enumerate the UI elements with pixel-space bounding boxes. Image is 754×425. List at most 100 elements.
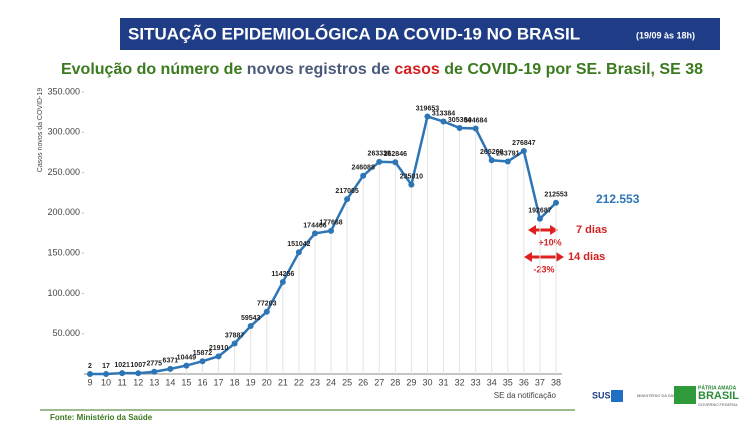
ministry: MINISTÉRIO DA SAÚDE (637, 393, 682, 398)
point (215, 353, 222, 360)
point (183, 362, 190, 369)
value-label: 276847 (512, 140, 535, 147)
sus-cross (611, 390, 623, 402)
value-label: 212553 (544, 192, 567, 199)
y-tick-label: 300.000 (47, 127, 80, 137)
x-tick-label: 13 (149, 377, 159, 387)
point (456, 124, 463, 131)
point (247, 323, 254, 330)
point (135, 370, 142, 377)
point (536, 215, 543, 222)
point (520, 147, 527, 154)
x-tick-label: 30 (422, 377, 432, 387)
sus-logo: SUS (592, 390, 611, 400)
title-part: de COVID-19 por SE. Brasil, SE 38 (444, 61, 703, 78)
country: BRASIL (698, 390, 739, 402)
x-tick-label: 19 (246, 377, 256, 387)
y-tick-label: 150.000 (47, 248, 80, 258)
value-label: 59543 (241, 315, 261, 322)
y-tick-label: 350.000 (47, 86, 80, 96)
point (279, 278, 286, 285)
x-tick-label: 15 (181, 377, 191, 387)
value-label: 174466 (303, 222, 326, 229)
value-label: 262846 (384, 151, 407, 158)
point (344, 196, 351, 203)
annotation: -23% (533, 264, 554, 274)
point (311, 230, 318, 237)
annotation: +10% (538, 237, 561, 247)
title-part: Evolução do número de (61, 61, 242, 78)
value-label: 21910 (209, 345, 229, 352)
point (504, 158, 511, 165)
point (472, 125, 479, 132)
x-tick-label: 26 (358, 377, 368, 387)
x-axis-label: SE da notificação (494, 391, 557, 400)
point (328, 227, 335, 234)
point (360, 172, 367, 179)
value-label: 151042 (287, 241, 310, 248)
x-tick-label: 22 (294, 377, 304, 387)
x-tick-label: 12 (133, 377, 143, 387)
last-value: 212.553 (596, 192, 640, 206)
x-tick-label: 34 (487, 377, 497, 387)
point (376, 158, 383, 165)
value-label: 305364 (448, 117, 471, 124)
slogan: PÁTRIA AMADA (698, 384, 737, 391)
value-label: 246088 (351, 165, 374, 172)
x-tick-label: 29 (406, 377, 416, 387)
x-tick-label: 14 (165, 377, 175, 387)
x-tick-label: 24 (326, 377, 336, 387)
value-label: 114256 (271, 271, 294, 278)
value-label: 17 (102, 363, 110, 370)
gov: GOVERNO FEDERAL (698, 402, 739, 407)
x-tick-label: 21 (278, 377, 288, 387)
y-tick-label: 100.000 (47, 288, 80, 298)
value-label: 15872 (193, 350, 213, 357)
y-axis-label: Casos novos da COVID-19 (37, 88, 44, 173)
x-tick-label: 28 (390, 377, 400, 387)
title-part: casos (394, 61, 439, 78)
y-tick-label: 50.000 (52, 328, 80, 338)
annotation: 7 dias (576, 224, 607, 236)
y-tick-label: 250.000 (47, 167, 80, 177)
value-label: 265260 (480, 149, 503, 156)
arrow-head (528, 225, 536, 235)
point (392, 159, 399, 166)
x-tick-label: 10 (101, 377, 111, 387)
value-label: 1007 (130, 362, 146, 369)
value-label: 2 (88, 363, 92, 370)
point (295, 249, 302, 256)
arrow-head (556, 252, 564, 262)
point (199, 358, 206, 365)
arrow-head (524, 252, 532, 262)
point (440, 118, 447, 125)
value-label: 2775 (146, 361, 162, 368)
x-tick-label: 16 (197, 377, 207, 387)
y-tick-label: 200.000 (47, 207, 80, 217)
chart-title: Evolução do número de novos registros de… (61, 61, 703, 78)
x-tick-label: 25 (342, 377, 352, 387)
x-tick-label: 17 (214, 377, 224, 387)
value-label: 6371 (163, 358, 179, 365)
value-label: 235010 (400, 173, 423, 180)
value-label: 77203 (257, 301, 277, 308)
point (103, 370, 110, 377)
x-tick-label: 18 (230, 377, 240, 387)
point (167, 365, 174, 372)
x-tick-label: 31 (439, 377, 449, 387)
x-tick-label: 35 (503, 377, 513, 387)
point (151, 368, 158, 375)
annotation: 14 dias (568, 251, 605, 263)
value-label: 263338 (368, 151, 391, 158)
value-label: 1021 (114, 362, 130, 369)
value-label: 263791 (496, 150, 519, 157)
header-date: (19/09 às 18h) (636, 30, 695, 40)
value-label: 177668 (319, 220, 342, 227)
x-tick-label: 37 (535, 377, 545, 387)
value-label: 192687 (528, 208, 551, 215)
x-tick-label: 32 (455, 377, 465, 387)
header-box (120, 18, 720, 50)
point (424, 113, 431, 120)
header-title: SITUAÇÃO EPIDEMIOLÓGICA DA COVID-19 NO B… (128, 23, 580, 43)
x-tick-label: 38 (551, 377, 561, 387)
